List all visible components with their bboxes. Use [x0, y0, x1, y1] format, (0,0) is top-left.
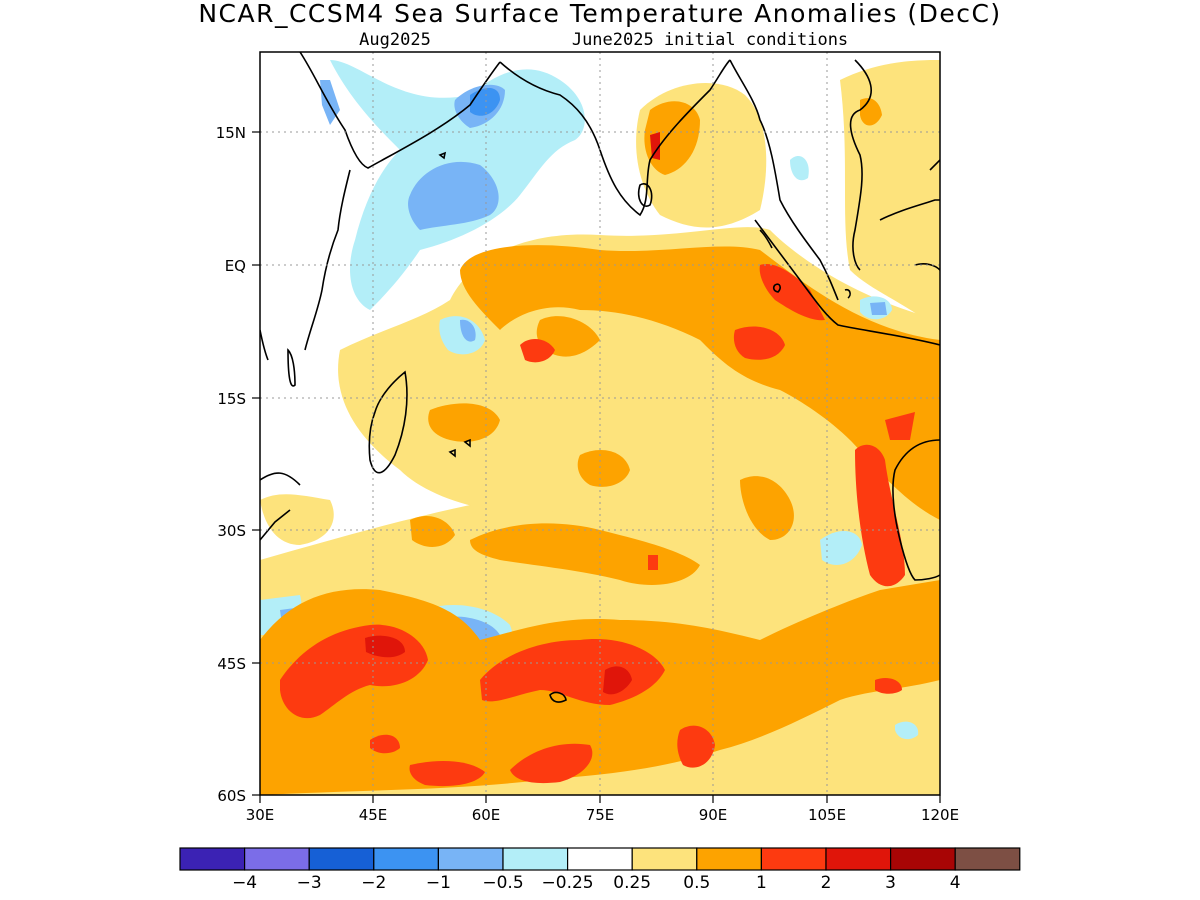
grid-lines — [260, 52, 940, 795]
colorbar-label: 0.5 — [683, 873, 710, 893]
y-tick-15n: 15N — [216, 124, 246, 142]
colorbar-label: −0.5 — [482, 873, 523, 893]
y-tick-30s: 30S — [217, 522, 246, 540]
map-title: NCAR_CCSM4 Sea Surface Temperature Anoma… — [198, 0, 1001, 28]
x-tick-90e: 90E — [699, 806, 728, 824]
y-tick-eq: EQ — [225, 257, 246, 275]
colorbar-label: 3 — [885, 873, 896, 893]
colorbar-swatch — [566, 847, 633, 871]
colorbar-swatch — [889, 847, 956, 871]
colorbar-swatch — [954, 847, 1021, 871]
colorbar-label: −3 — [297, 873, 322, 893]
colorbar-swatch — [437, 847, 504, 871]
colorbar-label: −1 — [426, 873, 451, 893]
colorbar-swatch — [696, 847, 762, 871]
y-tick-45s: 45S — [217, 655, 246, 673]
x-tick-45e: 45E — [359, 806, 388, 824]
colorbar-label: −2 — [361, 873, 386, 893]
subtitle-init: June2025 initial conditions — [572, 30, 848, 50]
y-tick-60s: 60S — [217, 787, 246, 805]
colorbar-swatch — [373, 847, 439, 871]
colorbar — [179, 847, 1021, 871]
colorbar-swatch — [631, 847, 698, 871]
colorbar-label: −4 — [232, 873, 257, 893]
colorbar-swatch — [825, 847, 892, 871]
anomaly-3-regions — [365, 132, 660, 695]
x-axis — [259, 795, 941, 803]
colorbar-labels: −4 −3 −2 −1 −0.5 −0.25 0.25 0.5 1 2 3 4 — [232, 873, 961, 893]
x-tick-75e: 75E — [586, 806, 615, 824]
colorbar-swatch — [502, 847, 569, 871]
colorbar-label: −0.25 — [542, 873, 594, 893]
map-area — [260, 52, 940, 795]
subtitle-month: Aug2025 — [359, 30, 431, 50]
y-axis — [252, 131, 260, 796]
colorbar-swatch — [308, 847, 375, 871]
x-tick-105e: 105E — [808, 806, 846, 824]
x-tick-120e: 120E — [921, 806, 959, 824]
x-tick-60e: 60E — [472, 806, 501, 824]
colorbar-label: 1 — [756, 873, 767, 893]
x-tick-30e: 30E — [246, 806, 275, 824]
y-tick-15s: 15S — [217, 390, 246, 408]
colorbar-swatch — [179, 847, 246, 871]
colorbar-label: 2 — [821, 873, 832, 893]
colorbar-label: 4 — [950, 873, 961, 893]
colorbar-label: 0.25 — [613, 873, 651, 893]
coastlines — [260, 52, 940, 703]
colorbar-swatch — [760, 847, 827, 871]
colorbar-swatch — [244, 847, 310, 871]
